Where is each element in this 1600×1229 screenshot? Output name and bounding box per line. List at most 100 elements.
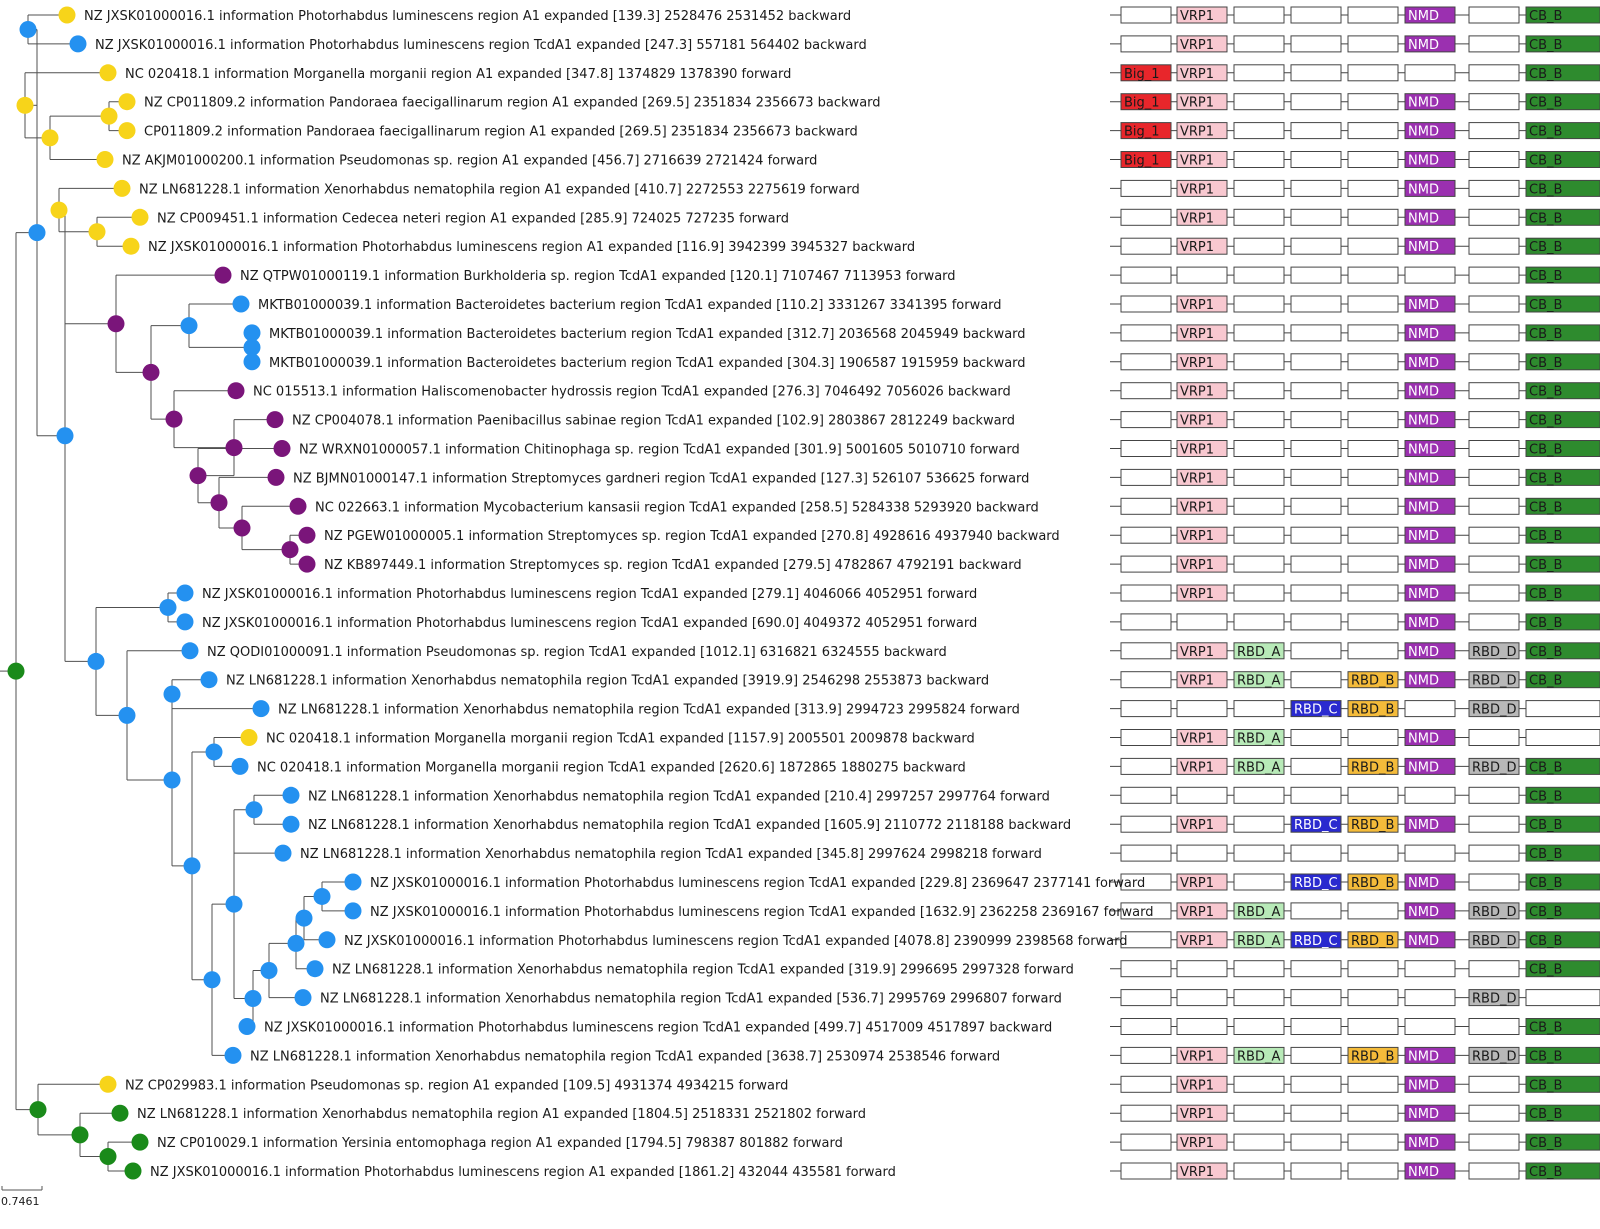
domain-box-empty <box>1120 295 1172 313</box>
domain-box-empty <box>1468 844 1520 862</box>
tree-internal-node <box>19 20 37 38</box>
domain-label: Big_1 <box>1124 96 1160 111</box>
leaf-label: NZ JXSK01000016.1 information Photorhabd… <box>370 905 1154 920</box>
leaf-node <box>282 786 300 804</box>
tree-internal-node <box>165 410 183 428</box>
domain-box-cb-b <box>1525 1046 1600 1064</box>
domain-box-vrp1 <box>1176 237 1228 255</box>
domain-box-empty <box>1233 237 1285 255</box>
domain-label: VRP1 <box>1180 558 1214 573</box>
domain-box-rbd-d <box>1468 931 1520 949</box>
domain-box-cb-b <box>1525 555 1600 573</box>
domain-box-empty <box>1233 1162 1285 1180</box>
domain-box-nmd <box>1404 1104 1456 1122</box>
domain-box-nmd <box>1404 122 1456 140</box>
domain-box-nmd <box>1404 411 1456 429</box>
domain-label: NMD <box>1408 298 1439 313</box>
domain-label: RBD_D <box>1472 760 1516 775</box>
domain-box-empty <box>1468 1104 1520 1122</box>
domain-box-empty <box>1120 526 1172 544</box>
domain-row: VRP1 NMD CB_B <box>1120 411 1600 429</box>
domain-box-vrp1 <box>1176 324 1228 342</box>
domain-box-empty <box>1290 237 1342 255</box>
domain-box-empty <box>1468 35 1520 53</box>
domain-label: VRP1 <box>1180 1049 1214 1064</box>
domain-box-empty <box>1233 295 1285 313</box>
tree-internal-node <box>210 494 228 512</box>
domain-box-empty <box>1290 642 1342 660</box>
leaf-label: NZ CP011809.2 information Pandoraea faec… <box>144 96 881 111</box>
domain-label: VRP1 <box>1180 154 1214 169</box>
domain-box-vrp1 <box>1176 382 1228 400</box>
domain-box-nmd <box>1404 382 1456 400</box>
domain-box-empty <box>1468 613 1520 631</box>
domain-box-empty <box>1290 6 1342 24</box>
domain-label: VRP1 <box>1180 760 1214 775</box>
leaf-label: NZ QTPW01000119.1 information Burkholder… <box>240 269 956 284</box>
domain-label: NMD <box>1408 1165 1439 1180</box>
domain-label: RBD_D <box>1472 703 1516 718</box>
domain-box-empty <box>1120 353 1172 371</box>
domain-label: CB_B <box>1529 587 1562 602</box>
domain-box-empty <box>1290 526 1342 544</box>
domain-box-empty <box>1347 64 1399 82</box>
leaf-label: NZ CP029983.1 information Pseudomonas sp… <box>125 1078 788 1093</box>
domain-box-vrp1 <box>1176 815 1228 833</box>
domain-label: CB_B <box>1529 876 1562 891</box>
leaf-node <box>282 815 300 833</box>
domain-label: RBD_B <box>1351 818 1394 833</box>
leaf-node <box>252 700 270 718</box>
domain-row: CB_B <box>1120 1018 1600 1036</box>
domain-row: VRP1 NMD CB_B <box>1120 1075 1600 1093</box>
leaf-node <box>344 873 362 891</box>
domain-label: RBD_C <box>1294 703 1338 718</box>
domain-box-empty <box>1120 555 1172 573</box>
domain-row: VRP1 RBD_C RBD_B NMD CB_B <box>1120 873 1600 891</box>
domain-label: VRP1 <box>1180 1136 1214 1151</box>
domain-label: RBD_B <box>1351 934 1394 949</box>
domain-label: VRP1 <box>1180 443 1214 458</box>
domain-box-nmd <box>1404 902 1456 920</box>
domain-label: CB_B <box>1529 1021 1562 1036</box>
domain-row: VRP1 RBD_A RBD_B NMD RBD_D CB_B <box>1120 757 1600 775</box>
tree-internal-node <box>243 338 261 356</box>
tree-internal-node <box>205 743 223 761</box>
leaf-node <box>289 497 307 515</box>
domain-label: CB_B <box>1529 154 1562 169</box>
domain-box-empty <box>1290 35 1342 53</box>
domain-label: CB_B <box>1529 443 1562 458</box>
domain-box-empty <box>1468 93 1520 111</box>
domain-box-empty <box>1290 64 1342 82</box>
domain-box-empty <box>1290 179 1342 197</box>
leaf-node <box>227 382 245 400</box>
domain-box-nmd <box>1404 468 1456 486</box>
domain-box-empty <box>1176 989 1228 1007</box>
domain-box-empty <box>1120 1075 1172 1093</box>
leaf-label: NZ WRXN01000057.1 information Chitinopha… <box>299 443 1020 458</box>
domain-row: Big_1 VRP1 CB_B <box>1120 64 1600 82</box>
domain-label: VRP1 <box>1180 211 1214 226</box>
leaf-label: NC 020418.1 information Morganella morga… <box>257 760 966 775</box>
tree-internal-node <box>287 934 305 952</box>
domain-box-empty <box>1290 960 1342 978</box>
domain-label: VRP1 <box>1180 471 1214 486</box>
domain-row: CB_B <box>1120 960 1600 978</box>
leaf-label: NZ KB897449.1 information Streptomyces s… <box>324 558 1022 573</box>
domain-label: NMD <box>1408 760 1439 775</box>
domain-box-empty <box>1290 295 1342 313</box>
domain-label: VRP1 <box>1180 500 1214 515</box>
domain-row: VRP1 NMD CB_B <box>1120 526 1600 544</box>
domain-box-empty <box>1347 353 1399 371</box>
domain-label: CB_B <box>1529 240 1562 255</box>
domain-box-vrp1 <box>1176 584 1228 602</box>
domain-box-empty <box>1176 960 1228 978</box>
domain-label: CB_B <box>1529 1078 1562 1093</box>
leaf-labels: NZ JXSK01000016.1 information Photorhabd… <box>84 9 1154 1180</box>
domain-box-empty <box>1290 555 1342 573</box>
domain-label: NMD <box>1408 38 1439 53</box>
domain-row: RBD_C RBD_B RBD_D <box>1120 700 1600 718</box>
domain-box-cb-b <box>1525 324 1600 342</box>
domain-box-empty <box>1347 1075 1399 1093</box>
domain-label: CB_B <box>1529 905 1562 920</box>
